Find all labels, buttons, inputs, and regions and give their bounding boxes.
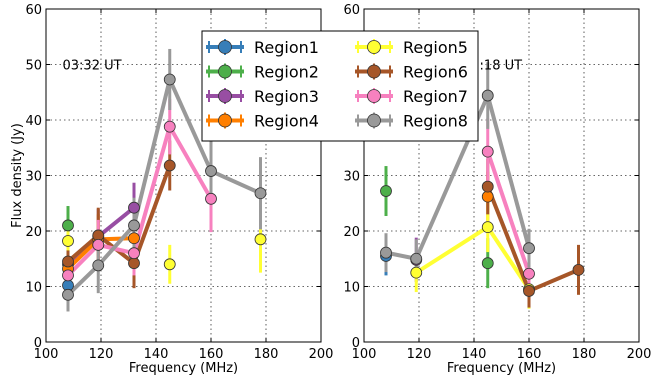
data-point-region7 bbox=[523, 267, 535, 280]
y-tick-label: 60 bbox=[343, 3, 360, 18]
data-point-region5 bbox=[410, 266, 423, 279]
data-point-region3 bbox=[128, 201, 140, 214]
legend-marker bbox=[367, 89, 381, 103]
data-point-region6 bbox=[128, 257, 140, 270]
y-tick-label: 30 bbox=[343, 170, 360, 185]
legend-marker bbox=[218, 64, 232, 79]
legend-marker bbox=[367, 40, 381, 54]
legend-label: Region1 bbox=[254, 38, 319, 57]
data-point-region6 bbox=[62, 255, 74, 268]
data-point-region6 bbox=[163, 159, 176, 172]
y-axis-label: Flux density (Jy) bbox=[10, 123, 25, 228]
data-point-region8 bbox=[254, 187, 267, 200]
y-tick-label: 10 bbox=[25, 281, 42, 296]
data-point-region5 bbox=[481, 221, 494, 234]
data-point-region8 bbox=[92, 259, 105, 272]
y-tick-label: 10 bbox=[343, 281, 360, 296]
x-tick-label: 140 bbox=[462, 347, 487, 362]
x-tick-label: 140 bbox=[144, 347, 169, 362]
legend: Region1 Region2 Region3 Region4 Region5 Regio… bbox=[201, 30, 479, 142]
x-tick-label: 200 bbox=[627, 347, 652, 362]
series-line-region8 bbox=[384, 93, 531, 261]
data-point-region7 bbox=[163, 120, 176, 133]
y-tick-label: 20 bbox=[25, 225, 42, 240]
legend-label: Region2 bbox=[254, 63, 319, 82]
data-point-region6 bbox=[572, 263, 585, 276]
series-line-region8 bbox=[66, 77, 263, 297]
data-point-region8 bbox=[481, 89, 494, 102]
legend-item-region7: Region7 bbox=[355, 87, 468, 106]
x-tick-label: 100 bbox=[352, 347, 377, 362]
series-line-region5 bbox=[414, 225, 531, 292]
data-point-region6 bbox=[481, 180, 494, 193]
data-point-region2 bbox=[62, 219, 74, 232]
data-point-region2 bbox=[481, 257, 494, 270]
y-tick-label: 40 bbox=[25, 114, 42, 129]
x-tick-label: 100 bbox=[34, 347, 59, 362]
data-point-region8 bbox=[380, 246, 392, 259]
legend-item-region6: Region6 bbox=[355, 63, 468, 82]
legend-marker bbox=[218, 89, 232, 103]
y-tick-label: 50 bbox=[25, 59, 42, 74]
y-tick-label: 0 bbox=[352, 336, 360, 351]
legend-item-region3: Region3 bbox=[206, 87, 319, 106]
legend-label: Region4 bbox=[254, 112, 319, 131]
y-tick-label: 20 bbox=[343, 225, 360, 240]
data-point-region8 bbox=[62, 288, 74, 301]
x-axis-label: Frequency (MHz) bbox=[129, 361, 238, 376]
x-tick-label: 180 bbox=[572, 347, 597, 362]
data-point-region8 bbox=[128, 219, 140, 232]
legend-label: Region8 bbox=[403, 112, 468, 131]
data-point-region8 bbox=[523, 242, 535, 255]
x-tick-label: 120 bbox=[89, 347, 114, 362]
data-point-region8 bbox=[410, 252, 423, 265]
data-point-region4 bbox=[128, 232, 140, 245]
data-point-region5 bbox=[254, 233, 267, 246]
x-axis-label: Frequency (MHz) bbox=[447, 361, 556, 376]
time-annotation: 03:32 UT bbox=[63, 59, 122, 74]
legend-marker bbox=[218, 113, 232, 128]
series-line-region7 bbox=[485, 149, 531, 276]
legend-marker bbox=[367, 64, 381, 79]
data-point-region2 bbox=[380, 185, 392, 197]
x-tick-label: 200 bbox=[309, 347, 334, 362]
legend-box bbox=[201, 30, 479, 142]
legend-item-region5: Region5 bbox=[355, 38, 468, 57]
x-tick-label: 160 bbox=[517, 347, 542, 362]
data-point-region4 bbox=[481, 190, 494, 203]
legend-marker bbox=[218, 40, 232, 54]
x-tick-label: 160 bbox=[199, 347, 224, 362]
data-point-region6 bbox=[523, 285, 535, 297]
data-point-region7 bbox=[62, 269, 74, 282]
data-point-region5 bbox=[163, 258, 176, 271]
data-point-region7 bbox=[92, 238, 105, 251]
panel-left: 100 120 140 160 180 200 0 10 20 30 40 50 60 Frequency… bbox=[10, 3, 333, 376]
legend-label: Region5 bbox=[403, 38, 468, 57]
data-point-region8 bbox=[205, 165, 217, 177]
data-point-region7 bbox=[128, 247, 140, 260]
data-point-region8 bbox=[163, 73, 176, 86]
legend-marker bbox=[367, 113, 381, 128]
y-tick-label: 60 bbox=[25, 3, 42, 18]
y-tick-label: 0 bbox=[34, 336, 42, 351]
legend-item-region2: Region2 bbox=[206, 63, 319, 82]
legend-label: Region6 bbox=[403, 63, 468, 82]
legend-item-region1: Region1 bbox=[206, 38, 319, 57]
y-tick-label: 30 bbox=[25, 170, 42, 185]
x-tick-label: 120 bbox=[407, 347, 432, 362]
data-point-region7 bbox=[205, 192, 217, 205]
x-tick-label: 180 bbox=[254, 347, 279, 362]
legend-label: Region3 bbox=[254, 87, 319, 106]
legend-item-region8: Region8 bbox=[355, 112, 468, 131]
legend-label: Region7 bbox=[403, 87, 468, 106]
data-point-region7 bbox=[481, 145, 494, 158]
legend-item-region4: Region4 bbox=[206, 112, 319, 131]
data-point-region5 bbox=[62, 235, 74, 247]
